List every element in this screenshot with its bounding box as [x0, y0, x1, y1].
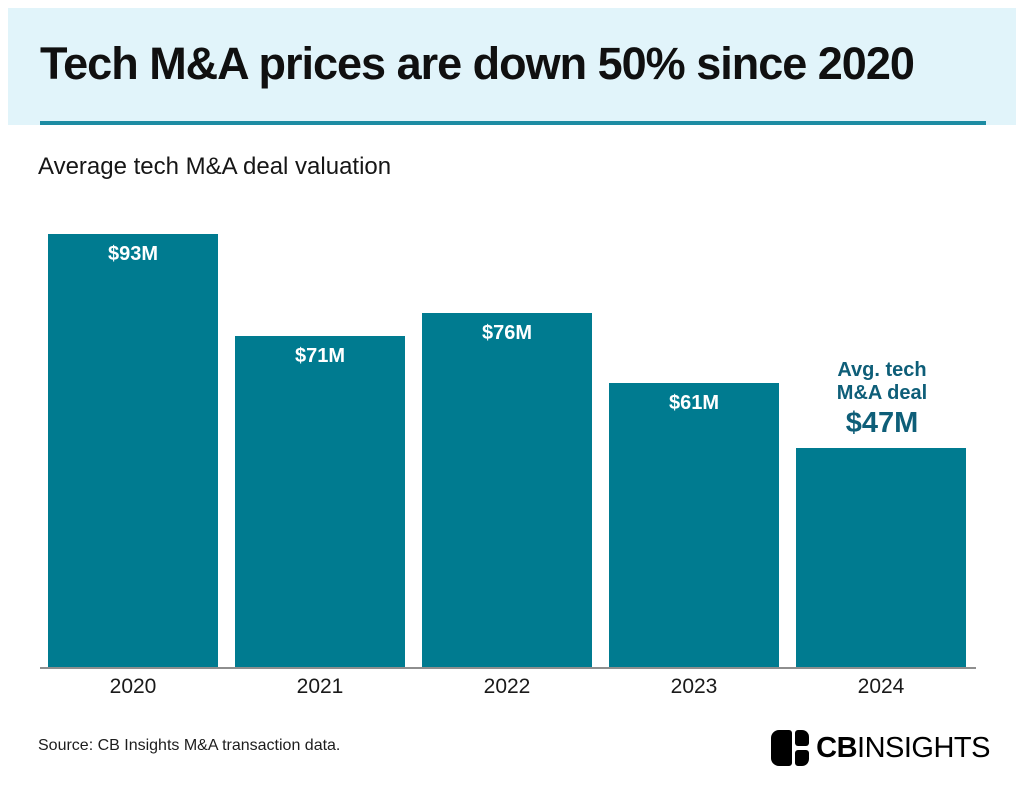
- cbinsights-wordmark: CBINSIGHTS: [816, 732, 990, 765]
- x-axis-labels: 2020 2021 2022 2023 2024: [0, 676, 1024, 700]
- bar-value-label: $61M: [668, 392, 720, 414]
- bar-2021: $71M: [235, 336, 405, 667]
- annotation-line: Avg. tech: [837, 359, 927, 381]
- last-bar-annotation: Avg. tech M&A deal $47M: [796, 359, 968, 439]
- x-tick-label-2024: 2024: [857, 675, 905, 698]
- logo-text-rest: INSIGHTS: [857, 731, 990, 764]
- x-tick-label-2023: 2023: [670, 675, 718, 698]
- page-title: Tech M&A prices are down 50% since 2020: [40, 38, 915, 89]
- bar-2022: $76M: [422, 313, 592, 667]
- bar-chart: Avg. tech M&A deal $47M $93M $71M $76M $61M: [0, 227, 1024, 669]
- bar-value-label: $76M: [481, 322, 533, 344]
- bar-value-label: $93M: [107, 243, 159, 265]
- header-band: Tech M&A prices are down 50% since 2020: [8, 8, 1016, 125]
- cbinsights-mark-icon: [771, 730, 810, 766]
- cbinsights-logo: CBINSIGHTS: [771, 729, 990, 767]
- chart-subtitle: Average tech M&A deal valuation: [38, 153, 392, 180]
- source-note: Source: CB Insights M&A transaction data…: [38, 737, 341, 754]
- x-axis-line: [40, 667, 976, 669]
- logo-text-bold: CB: [816, 731, 858, 764]
- bar-value-label: $71M: [294, 345, 346, 367]
- annotation-value: $47M: [845, 407, 919, 439]
- x-tick-label-2021: 2021: [296, 675, 344, 698]
- bar-2020: $93M: [48, 234, 218, 667]
- annotation-line: M&A deal: [836, 382, 928, 404]
- x-tick-label-2022: 2022: [483, 675, 531, 698]
- x-tick-label-2020: 2020: [109, 675, 157, 698]
- bar-2024: [796, 448, 966, 667]
- title-rule: [40, 121, 986, 125]
- bar-2023: $61M: [609, 383, 779, 667]
